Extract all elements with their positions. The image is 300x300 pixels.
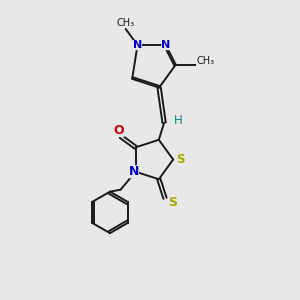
Text: N: N: [133, 40, 142, 50]
Text: CH₃: CH₃: [117, 18, 135, 28]
Text: O: O: [114, 124, 124, 137]
Text: H: H: [174, 113, 183, 127]
Text: S: S: [168, 196, 177, 209]
Text: N: N: [161, 40, 170, 50]
Text: N: N: [129, 165, 139, 178]
Text: S: S: [176, 153, 185, 166]
Text: CH₃: CH₃: [196, 56, 214, 66]
